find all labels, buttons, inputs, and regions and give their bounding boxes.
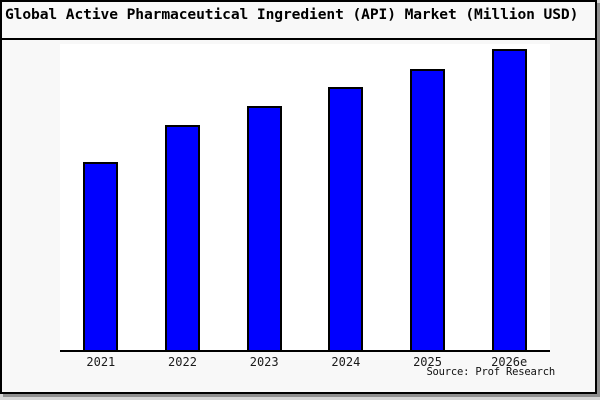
x-axis-label-2025: 2025 <box>413 355 442 369</box>
x-axis-label-2024: 2024 <box>331 355 361 369</box>
x-axis-labels: 2021 2022 2023 2024 2025 2026e <box>60 355 550 369</box>
bar-2021 <box>83 162 119 350</box>
bar-2025 <box>410 69 446 350</box>
x-axis-label-2026e: 2026e <box>491 355 528 369</box>
title-separator <box>2 38 595 40</box>
x-axis-label-2023: 2023 <box>249 355 279 369</box>
bar-2022 <box>165 125 200 350</box>
plot-area <box>60 44 550 352</box>
bar-2023 <box>246 106 282 350</box>
bar-column-2025 <box>387 44 469 350</box>
chart-title: Global Active Pharmaceutical Ingredient … <box>5 6 579 23</box>
bar-column-2024 <box>305 44 387 350</box>
bar-column-2023 <box>223 44 305 350</box>
bars-row <box>60 44 550 350</box>
bar-2024 <box>328 87 364 350</box>
bar-column-2026e <box>468 44 550 350</box>
x-axis-label-2022: 2022 <box>168 355 197 369</box>
source-credit: Source: Prof Research <box>426 366 555 378</box>
x-axis-label-2021: 2021 <box>86 355 116 369</box>
bar-column-2021 <box>60 44 142 350</box>
bar-column-2022 <box>142 44 224 350</box>
bar-2026e <box>491 49 527 350</box>
